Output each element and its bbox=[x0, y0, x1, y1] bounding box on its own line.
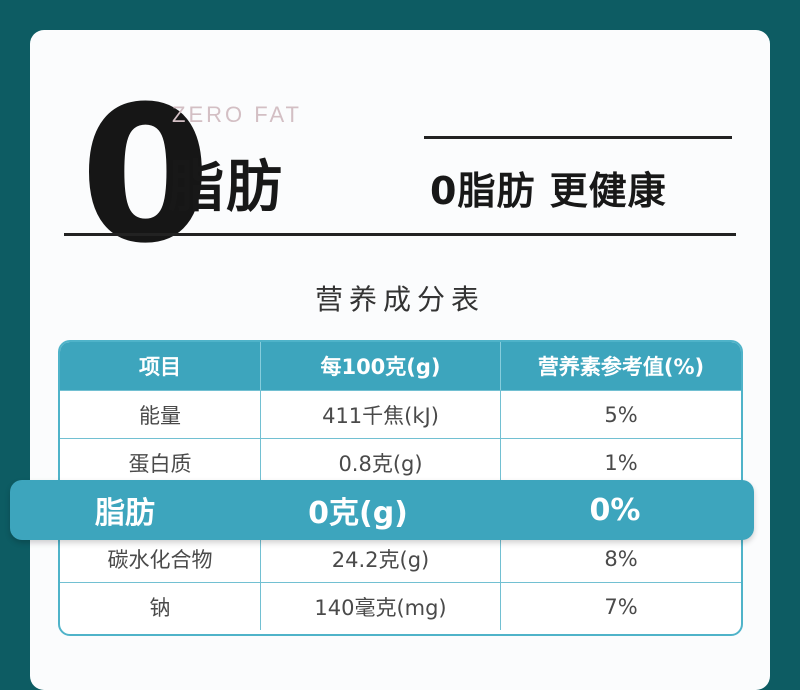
table-row: 能量 411千焦(kJ) 5% bbox=[60, 390, 741, 438]
row-nrv: 8% bbox=[604, 546, 638, 571]
highlight-item: 脂肪 bbox=[95, 496, 155, 531]
highlighted-fat-row: 脂肪 0克(g) 0% bbox=[10, 480, 754, 540]
info-card: 0 ZERO FAT 脂肪 0脂肪 更健康 营养成分表 项目 每100克(g) … bbox=[30, 30, 770, 690]
table-header-row: 项目 每100克(g) 营养素参考值(%) bbox=[60, 342, 741, 390]
row-amount: 411千焦(kJ) bbox=[261, 391, 501, 438]
row-item: 能量 bbox=[60, 391, 261, 438]
row-amount: 0.8克(g) bbox=[261, 439, 501, 486]
header-item: 项目 bbox=[60, 342, 261, 390]
row-nrv: 1% bbox=[604, 450, 638, 475]
zero-fat-label: ZERO FAT bbox=[172, 102, 302, 127]
table-row: 钠 140毫克(mg) 7% bbox=[60, 582, 741, 630]
fat-heading: 脂肪 bbox=[168, 155, 284, 220]
highlight-amount: 0克(g) bbox=[308, 496, 408, 531]
divider-top bbox=[424, 136, 732, 139]
table-row: 碳水化合物 24.2克(g) 8% bbox=[60, 534, 741, 582]
header-per-100g: 每100克(g) bbox=[261, 342, 501, 390]
table-row: 蛋白质 0.8克(g) 1% bbox=[60, 438, 741, 486]
row-amount: 140毫克(mg) bbox=[261, 583, 501, 630]
table-title: 营养成分表 bbox=[314, 283, 485, 316]
row-item: 碳水化合物 bbox=[60, 535, 261, 582]
row-nrv: 5% bbox=[604, 402, 638, 427]
slogan: 0脂肪 更健康 bbox=[430, 169, 667, 213]
row-nrv: 7% bbox=[604, 594, 638, 619]
row-item: 蛋白质 bbox=[60, 439, 261, 486]
header-nrv: 营养素参考值(%) bbox=[537, 355, 705, 379]
highlight-nrv: 0% bbox=[589, 492, 641, 528]
divider-bottom bbox=[64, 233, 736, 236]
big-zero-numeral: 0 bbox=[80, 66, 211, 285]
row-amount: 24.2克(g) bbox=[261, 535, 501, 582]
row-item: 钠 bbox=[60, 583, 261, 630]
